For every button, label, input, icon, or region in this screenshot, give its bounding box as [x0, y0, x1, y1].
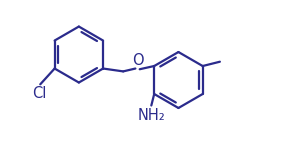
Text: NH₂: NH₂ [137, 108, 165, 123]
Text: Cl: Cl [32, 86, 46, 101]
Text: O: O [132, 53, 143, 68]
